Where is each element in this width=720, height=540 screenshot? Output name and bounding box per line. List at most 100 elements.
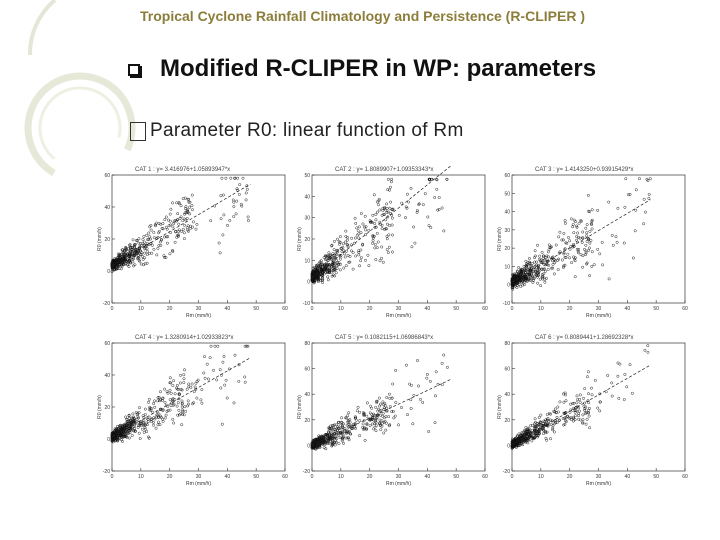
data-point	[327, 439, 331, 443]
data-point	[575, 225, 579, 229]
y-tick-label: 40	[104, 205, 110, 211]
data-point	[377, 197, 381, 201]
chart-title: CAT 4 : y= 1.3280914+1.02933823*x	[135, 335, 234, 341]
data-point	[363, 214, 367, 218]
data-point	[128, 257, 132, 261]
data-point	[366, 253, 370, 257]
data-point	[123, 262, 127, 266]
x-axis-label: Rm (mm/h)	[186, 313, 211, 319]
data-point	[373, 225, 377, 229]
data-point	[334, 436, 337, 440]
data-point	[173, 219, 177, 222]
x-tick-label: 50	[453, 306, 459, 312]
data-point	[572, 415, 575, 419]
regression-line	[511, 199, 651, 283]
data-point	[344, 436, 348, 440]
data-point	[333, 274, 337, 278]
data-point	[596, 247, 600, 251]
x-axis-label: Rm (mm/h)	[386, 313, 411, 319]
data-point	[331, 426, 335, 430]
data-point	[325, 267, 329, 271]
data-point	[531, 275, 535, 279]
data-point	[341, 426, 345, 430]
data-point	[537, 271, 541, 274]
x-tick-label: 50	[453, 474, 459, 480]
data-point	[528, 260, 532, 264]
data-points	[510, 344, 650, 450]
y-tick-label: 40	[504, 392, 510, 398]
data-point	[606, 374, 610, 377]
data-point	[607, 200, 611, 204]
data-point	[181, 410, 185, 413]
data-point	[374, 429, 378, 433]
y-tick-label: 60	[504, 367, 510, 373]
data-point	[150, 417, 154, 421]
data-point	[356, 405, 360, 409]
data-point	[320, 278, 324, 282]
data-point	[368, 411, 372, 415]
data-point	[532, 268, 536, 272]
data-point	[150, 243, 154, 247]
chart-title: CAT 2 : y= 1.8089907+1.09353343*x	[335, 167, 434, 173]
data-point	[121, 428, 125, 432]
data-point	[568, 239, 572, 243]
data-point	[331, 259, 335, 263]
data-point	[583, 401, 586, 405]
data-point	[143, 256, 146, 260]
data-point	[165, 235, 169, 239]
data-point	[345, 242, 349, 246]
data-point	[164, 215, 168, 219]
data-point	[322, 446, 326, 450]
data-point	[622, 398, 626, 401]
data-point	[544, 269, 547, 273]
data-point	[433, 421, 437, 425]
data-point	[141, 257, 145, 261]
data-point	[583, 408, 586, 412]
data-point	[536, 281, 540, 285]
data-point	[572, 419, 575, 423]
data-point	[145, 249, 149, 253]
data-point	[159, 238, 163, 242]
data-point	[334, 439, 338, 443]
data-point	[521, 443, 525, 447]
data-point	[123, 423, 127, 427]
data-point	[119, 253, 123, 257]
data-point	[589, 222, 593, 226]
data-point	[553, 407, 557, 411]
data-point	[331, 435, 335, 439]
data-point	[143, 246, 147, 250]
data-point	[347, 436, 351, 440]
data-point	[110, 270, 114, 273]
data-point	[114, 267, 118, 271]
data-point	[333, 261, 336, 265]
data-point	[563, 221, 567, 225]
scatter-plot-cat3: CAT 3 : y= 1.4143250+0.93915429*x 0 10 20 30…	[495, 160, 690, 325]
data-point	[563, 219, 567, 222]
data-point	[354, 416, 358, 420]
data-point	[519, 285, 523, 288]
data-point	[371, 213, 375, 217]
data-point	[551, 426, 555, 430]
data-point	[544, 263, 547, 267]
data-point	[173, 240, 177, 244]
data-point	[568, 256, 572, 260]
data-point	[127, 429, 130, 433]
data-point	[194, 227, 198, 231]
data-point	[126, 425, 130, 429]
data-point	[129, 253, 132, 257]
x-tick-label: 60	[682, 474, 688, 480]
y-tick-label: 60	[304, 367, 310, 373]
data-point	[176, 230, 180, 234]
data-point	[540, 424, 544, 428]
data-point	[542, 272, 546, 276]
data-point	[554, 243, 558, 247]
data-point	[577, 247, 581, 251]
data-point	[382, 407, 386, 411]
data-point	[117, 259, 121, 263]
data-point	[628, 192, 632, 196]
data-point	[143, 251, 147, 255]
data-point	[136, 425, 140, 429]
data-point	[556, 405, 560, 409]
data-point	[363, 438, 367, 442]
data-point	[381, 206, 385, 210]
